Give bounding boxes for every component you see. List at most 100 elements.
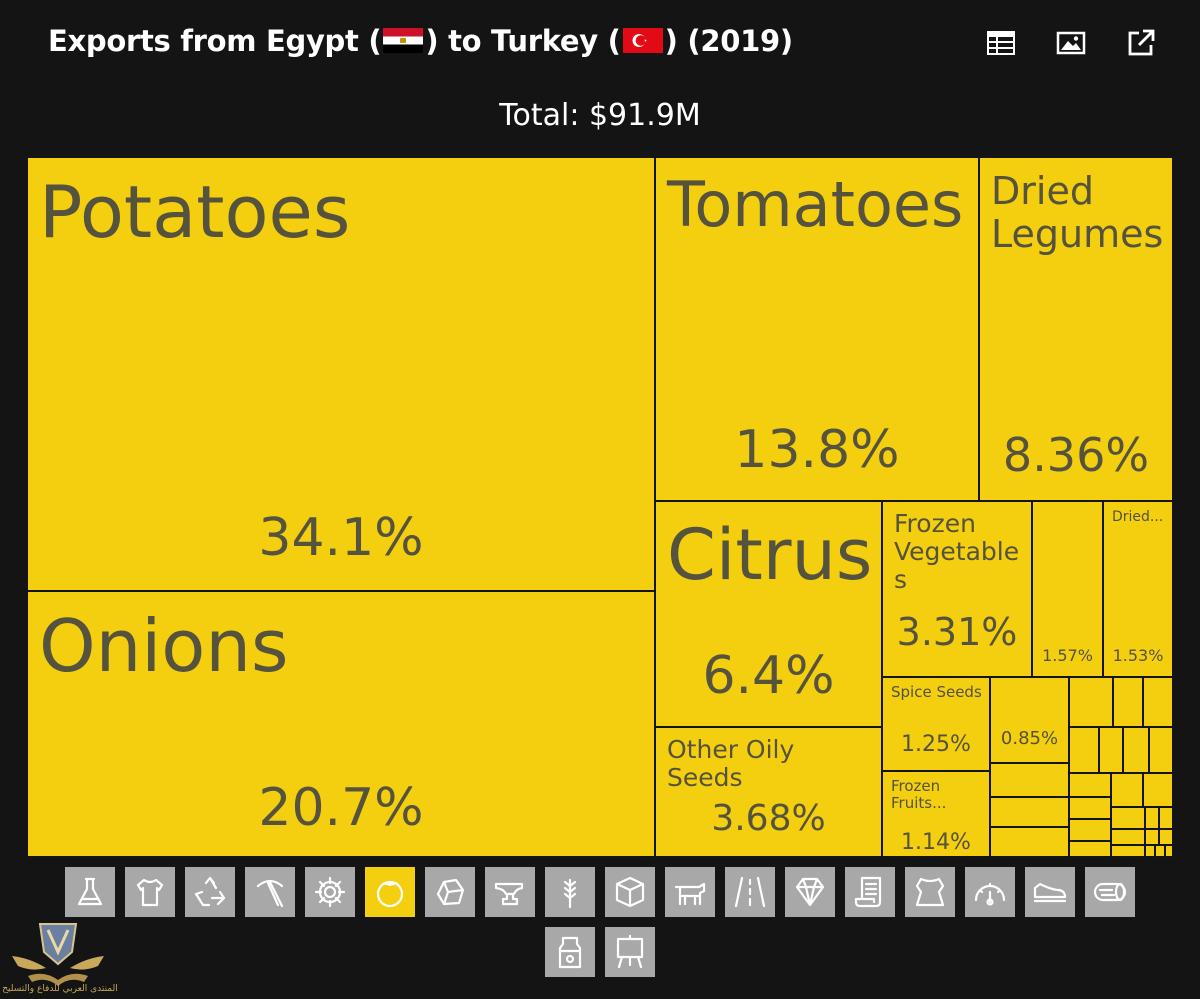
tomato-icon [376, 880, 404, 908]
tile-percentage: 1.14% [901, 830, 971, 855]
external-link-icon [1128, 29, 1155, 56]
treemap-tile-small[interactable] [990, 763, 1069, 797]
footwear-category[interactable] [1025, 867, 1075, 917]
tile-label: Onions [39, 604, 289, 688]
wood-products-category[interactable] [1085, 867, 1135, 917]
title-mid: ) to Turkey ( [425, 24, 621, 58]
title-suffix: ) (2019) [664, 24, 793, 58]
treemap-tile[interactable]: Potatoes 34.1% [27, 157, 655, 591]
tile-label: Frozen Fruits... [891, 777, 947, 812]
machines-category[interactable] [305, 867, 355, 917]
treemap-tile-small[interactable] [1069, 819, 1111, 841]
wheat-icon [563, 878, 577, 909]
animal-vegetable-fats-category[interactable] [545, 927, 595, 977]
treemap-tile[interactable]: Spice Seeds 1.25% [882, 677, 990, 771]
treemap-tile-small[interactable] [990, 827, 1069, 857]
table-icon [987, 31, 1015, 55]
foodstuffs-category[interactable] [545, 867, 595, 917]
treemap-tile-small[interactable] [1159, 829, 1173, 845]
road-icon [734, 876, 766, 908]
open-external-button[interactable] [1124, 27, 1158, 59]
precious-metals-category[interactable] [785, 867, 835, 917]
treemap-tile-small[interactable] [1113, 677, 1143, 727]
tile-percentage: 6.4% [702, 646, 835, 706]
treemap-tile-small[interactable] [1069, 841, 1111, 857]
tile-percentage: 20.7% [258, 778, 424, 838]
animal-products-category[interactable] [665, 867, 715, 917]
treemap-tile-small[interactable] [1123, 727, 1149, 773]
cow-icon [674, 882, 706, 906]
shoe-icon [1033, 882, 1067, 903]
treemap-tile[interactable]: Frozen Fruits... 1.14% [882, 771, 990, 857]
flask-icon [77, 877, 103, 906]
image-icon [1056, 31, 1086, 55]
tile-label: Frozen Vegetables [894, 509, 1020, 594]
treemap-tile-small[interactable] [990, 797, 1069, 827]
treemap-tile-small[interactable] [1145, 845, 1155, 857]
tile-percentage: 13.8% [734, 420, 900, 480]
paper-category[interactable] [845, 867, 895, 917]
tile-label: Citrus [667, 514, 873, 596]
treemap-tile-small[interactable] [1143, 773, 1173, 807]
vegetable-products-category[interactable] [365, 867, 415, 917]
treemap-tile[interactable]: 0.85% [990, 677, 1069, 763]
treemap-tile[interactable]: Onions 20.7% [27, 591, 655, 857]
treemap-tile-small[interactable] [1111, 845, 1145, 857]
rock-icon [436, 878, 465, 906]
treemap-tile-small[interactable] [1111, 807, 1145, 829]
animal-hides-category[interactable] [905, 867, 955, 917]
textiles-category[interactable] [125, 867, 175, 917]
treemap-tile-small[interactable] [1099, 727, 1123, 773]
treemap-tile[interactable]: Dried... 1.53% [1103, 501, 1173, 677]
pickaxe-icon [256, 879, 284, 908]
bottle-icon [558, 936, 582, 969]
metals-category[interactable] [485, 867, 535, 917]
treemap-tile-small[interactable] [1145, 829, 1159, 845]
tile-percentage: 1.25% [901, 732, 971, 757]
treemap-tile-small[interactable] [1069, 727, 1099, 773]
tile-percentage: 0.85% [1000, 728, 1059, 749]
image-download-button[interactable] [1054, 27, 1088, 59]
treemap-tile[interactable]: Frozen Vegetables 3.31% [882, 501, 1032, 677]
treemap-tile-small[interactable] [1159, 807, 1173, 829]
treemap-tile-small[interactable] [1069, 797, 1111, 819]
tshirt-icon [136, 878, 164, 907]
easel-icon [616, 934, 644, 969]
scroll-icon [854, 876, 882, 908]
total-value: Total: $91.9M [499, 98, 701, 133]
treemap-tile-small[interactable] [1069, 677, 1113, 727]
gauge-icon [974, 882, 1006, 906]
treemap-tile-small[interactable] [1111, 773, 1143, 807]
treemap-tile[interactable]: Dried Legumes 8.36% [979, 157, 1173, 501]
treemap-chart: Potatoes 34.1% Onions 20.7% Tomatoes 13.8% Dri… [27, 157, 1173, 857]
instruments-category[interactable] [965, 867, 1015, 917]
tile-percentage: 3.31% [896, 610, 1018, 654]
tile-label: Spice Seeds [891, 683, 982, 701]
treemap-tile-small[interactable] [1155, 845, 1165, 857]
treemap-tile[interactable]: Tomatoes 13.8% [655, 157, 979, 501]
plastics-category[interactable] [185, 867, 235, 917]
arts-category[interactable] [605, 927, 655, 977]
tile-percentage: 34.1% [258, 508, 424, 568]
tile-percentage: 1.57% [1042, 646, 1093, 665]
paper-goods-category[interactable] [605, 867, 655, 917]
hide-icon [915, 877, 945, 907]
mineral-products-category[interactable] [245, 867, 295, 917]
treemap-tile-small[interactable] [1111, 829, 1145, 845]
transportation-category[interactable] [725, 867, 775, 917]
treemap-tile-small[interactable] [1069, 773, 1111, 797]
chart-title: Exports from Egypt ( ) to Turkey ( ) (20… [48, 18, 793, 64]
treemap-tile[interactable]: 1.57% [1032, 501, 1103, 677]
gear-icon [314, 876, 346, 908]
anvil-icon [494, 882, 524, 906]
table-view-button[interactable] [984, 27, 1018, 59]
turkey-flag-icon [622, 27, 663, 53]
treemap-tile-small[interactable] [1145, 807, 1159, 829]
treemap-tile-small[interactable] [1165, 845, 1173, 857]
chemicals-category[interactable] [65, 867, 115, 917]
stone-category[interactable] [425, 867, 475, 917]
treemap-tile-small[interactable] [1143, 677, 1173, 727]
treemap-tile[interactable]: Citrus 6.4% [655, 501, 882, 727]
treemap-tile[interactable]: Other Oily Seeds 3.68% [655, 727, 882, 857]
treemap-tile-small[interactable] [1149, 727, 1173, 773]
